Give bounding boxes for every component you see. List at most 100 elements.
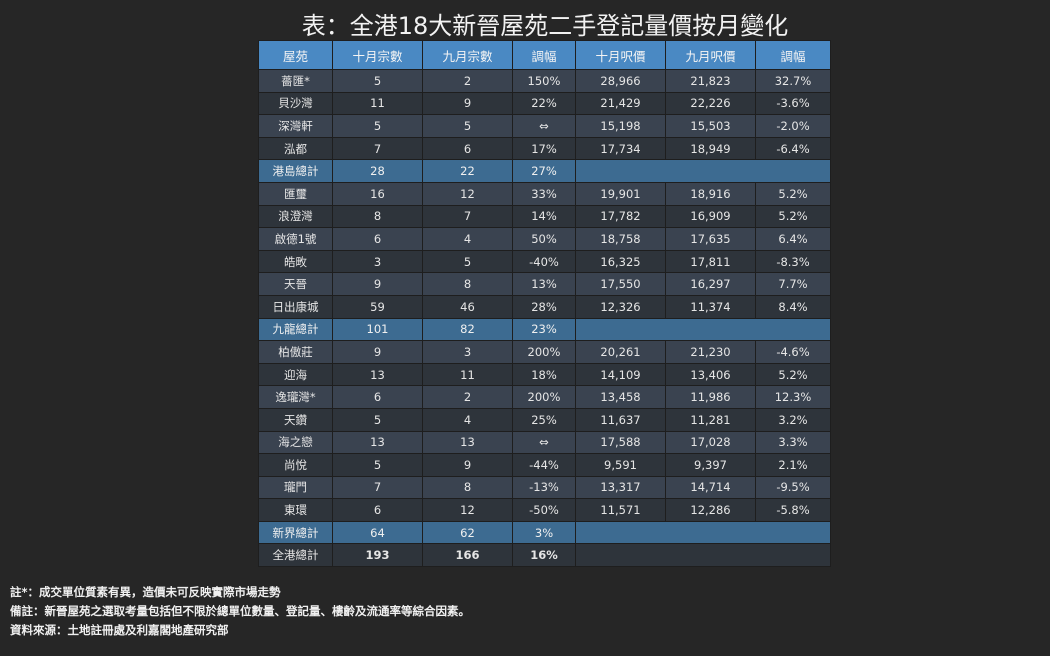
empty-cell <box>575 520 831 545</box>
header-cell: 九月呎價 <box>665 40 756 70</box>
table-cell: 11,986 <box>665 385 756 409</box>
table-cell: 17,811 <box>665 249 756 274</box>
table-cell: 11,571 <box>575 498 666 522</box>
table-cell: 46 <box>422 294 513 319</box>
table-cell: 17,734 <box>575 136 666 161</box>
table-cell: 17,588 <box>575 430 666 455</box>
table-cell: 薔匯* <box>258 69 333 93</box>
header-cell: 十月宗數 <box>332 40 423 70</box>
table-cell: 13,458 <box>575 385 666 409</box>
table-row: 貝沙灣 11 9 22% 21,429 22,226 -3.6% <box>258 91 831 116</box>
table-cell: 11,281 <box>665 407 756 432</box>
table-cell: 20,261 <box>575 340 666 364</box>
table-cell: 9 <box>422 91 513 116</box>
table-cell: 柏傲莊 <box>258 340 333 364</box>
table-cell: 33% <box>512 181 576 206</box>
table-cell: 21,429 <box>575 91 666 116</box>
table-cell: -13% <box>512 475 576 500</box>
table-cell: 22% <box>512 91 576 116</box>
table-cell: 50% <box>512 227 576 251</box>
table-cell: 迎海 <box>258 362 333 387</box>
table-cell: 瓏門 <box>258 475 333 500</box>
table-cell: -6.4% <box>755 136 831 161</box>
table-row: 九龍總計 101 82 23% <box>258 317 831 342</box>
table-cell: 25% <box>512 407 576 432</box>
table-cell: 3.2% <box>755 407 831 432</box>
table-cell: 9,591 <box>575 453 666 477</box>
table-cell: 101 <box>332 317 423 342</box>
table-cell: -44% <box>512 453 576 477</box>
table-cell: 3.3% <box>755 430 831 455</box>
note: 備註：新晉屋苑之選取考量包括但不限於總單位數量、登記量、樓齡及流通率等綜合因素。 <box>10 604 470 618</box>
table-cell: 6 <box>332 498 423 522</box>
table-cell: 12 <box>422 498 513 522</box>
table-row: 新界總計 64 62 3% <box>258 520 831 545</box>
table-cell: 7 <box>422 204 513 229</box>
table-cell: 16,325 <box>575 249 666 274</box>
table-cell: 全港總計 <box>258 543 333 568</box>
table-row: 東環 6 12 -50% 11,571 12,286 -5.8% <box>258 498 831 522</box>
note: 註*：成交單位質素有異，造價未可反映實際市場走勢 <box>10 585 281 599</box>
table-cell: 2 <box>422 69 513 93</box>
table-cell: 泓都 <box>258 136 333 161</box>
table-cell: 21,823 <box>665 69 756 93</box>
table-cell: 16,297 <box>665 272 756 296</box>
table-cell: 6 <box>332 227 423 251</box>
table-cell: 7 <box>332 136 423 161</box>
table-cell: 皓畋 <box>258 249 333 274</box>
table-cell: 3 <box>332 249 423 274</box>
table-row: 港島總計 28 22 27% <box>258 159 831 183</box>
table-cell: 28,966 <box>575 69 666 93</box>
table-cell: 17,782 <box>575 204 666 229</box>
table-cell: 4 <box>422 227 513 251</box>
table-cell: 62 <box>422 520 513 545</box>
table-cell: 天晉 <box>258 272 333 296</box>
table-cell: 尚悅 <box>258 453 333 477</box>
table-row: 啟德1號 6 4 50% 18,758 17,635 6.4% <box>258 227 831 251</box>
table-cell: 21,230 <box>665 340 756 364</box>
table-cell: 2 <box>422 385 513 409</box>
table-cell: 8 <box>422 272 513 296</box>
table-cell: 5.2% <box>755 204 831 229</box>
table-cell: 日出康城 <box>258 294 333 319</box>
table-cell: 新界總計 <box>258 520 333 545</box>
table-cell: -3.6% <box>755 91 831 116</box>
table-cell: 17,028 <box>665 430 756 455</box>
table-row: 日出康城 59 46 28% 12,326 11,374 8.4% <box>258 294 831 319</box>
table-cell: 16 <box>332 181 423 206</box>
table-row: 皓畋 3 5 -40% 16,325 17,811 -8.3% <box>258 249 831 274</box>
table-cell: 13% <box>512 272 576 296</box>
table-cell: 5 <box>332 407 423 432</box>
title: 表：全港18大新晉屋苑二手登記量價按月變化 <box>301 12 789 40</box>
table: 屋苑 十月宗數 九月宗數 調幅 十月呎價 九月呎價 調幅 薔匯* 5 2 150% 28,966 21… <box>258 40 831 568</box>
table-cell: 深灣軒 <box>258 114 333 138</box>
table-cell: 17,635 <box>665 227 756 251</box>
table-cell: 23% <box>512 317 576 342</box>
table-cell: 5 <box>422 114 513 138</box>
empty-cell <box>575 317 831 342</box>
table-cell: 82 <box>422 317 513 342</box>
empty-cell <box>575 159 831 183</box>
table-cell: 9,397 <box>665 453 756 477</box>
table-cell: 12.3% <box>755 385 831 409</box>
table-cell: 九龍總計 <box>258 317 333 342</box>
table-cell: ⇔ <box>512 114 576 138</box>
table-cell: 8.4% <box>755 294 831 319</box>
table-row: 天晉 9 8 13% 17,550 16,297 7.7% <box>258 272 831 296</box>
table-row: 尚悅 5 9 -44% 9,591 9,397 2.1% <box>258 453 831 477</box>
table-cell: 12,326 <box>575 294 666 319</box>
table-row: 浪澄灣 8 7 14% 17,782 16,909 5.2% <box>258 204 831 229</box>
table-cell: 8 <box>422 475 513 500</box>
table-cell: 3% <box>512 520 576 545</box>
table-cell: 2.1% <box>755 453 831 477</box>
table-cell: 19,901 <box>575 181 666 206</box>
table-cell: 17,550 <box>575 272 666 296</box>
table-cell: -8.3% <box>755 249 831 274</box>
table-cell: 啟德1號 <box>258 227 333 251</box>
empty-cell <box>575 543 831 568</box>
table-cell: 5 <box>332 114 423 138</box>
table-cell: 7 <box>332 475 423 500</box>
table-cell: 12 <box>422 181 513 206</box>
table-cell: 22,226 <box>665 91 756 116</box>
